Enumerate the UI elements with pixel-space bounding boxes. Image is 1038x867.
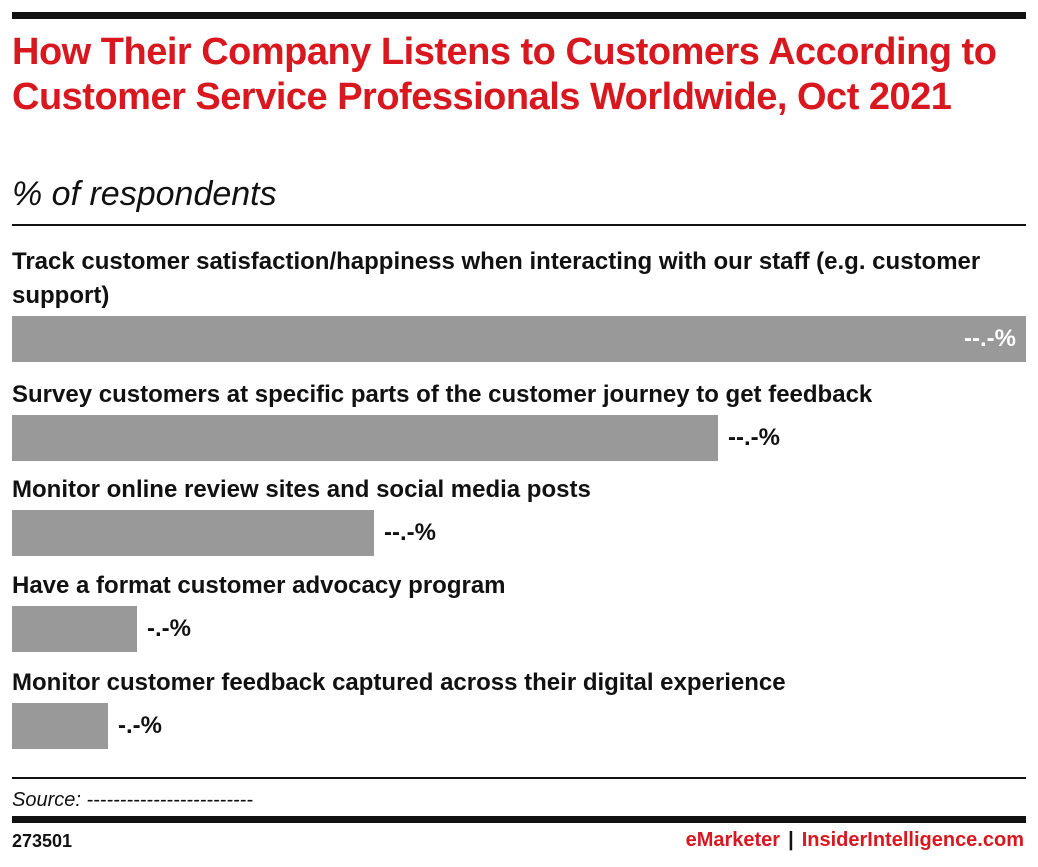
- source-note: Source: -------------------------: [12, 789, 253, 811]
- category-label: Survey customers at specific parts of th…: [12, 381, 873, 408]
- emarketer-brand: eMarketer: [685, 829, 781, 851]
- footer-rule: [12, 777, 1026, 779]
- category-label: Monitor online review sites and social m…: [12, 476, 591, 503]
- bar: [12, 316, 1026, 362]
- value-label: --.-%: [728, 424, 780, 451]
- bottom-rule: [12, 816, 1026, 823]
- category-label: Monitor customer feedback captured acros…: [12, 669, 786, 696]
- insider-intelligence-brand: InsiderIntelligence.com: [801, 829, 1024, 851]
- category-label: Have a format customer advocacy program: [12, 572, 506, 599]
- value-label: -.-%: [147, 615, 191, 642]
- bar: [12, 510, 374, 556]
- value-label: --.-%: [384, 519, 436, 546]
- chart-id: 273501: [12, 831, 73, 851]
- brand-separator: |: [788, 829, 794, 851]
- bar: [12, 703, 108, 749]
- category-label: Track customer satisfaction/happiness wh…: [12, 248, 981, 309]
- value-label: --.-%: [964, 325, 1016, 352]
- chart-subtitle: % of respondents: [12, 175, 277, 213]
- top-rule: [12, 12, 1026, 19]
- header-rule: [12, 224, 1026, 226]
- brand-credit: eMarketer | InsiderIntelligence.com: [686, 829, 1024, 852]
- bar: [12, 606, 137, 652]
- chart-title: How Their Company Listens to Customers A…: [12, 31, 997, 118]
- bar: [12, 415, 718, 461]
- value-label: -.-%: [118, 712, 162, 739]
